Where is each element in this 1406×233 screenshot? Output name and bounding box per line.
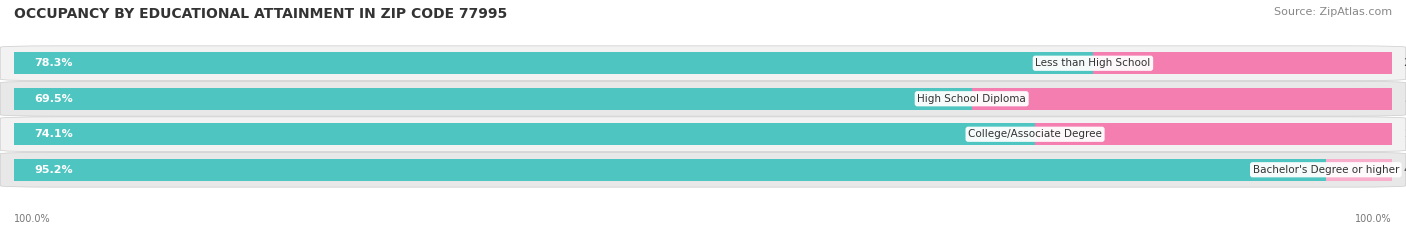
Bar	[14, 88, 972, 110]
Text: High School Diploma: High School Diploma	[917, 94, 1026, 104]
Bar	[14, 52, 1092, 74]
Bar	[972, 88, 1393, 110]
Text: 95.2%: 95.2%	[35, 165, 73, 175]
Bar	[14, 159, 1326, 181]
Text: 4.8%: 4.8%	[1403, 165, 1406, 175]
Text: 74.1%: 74.1%	[35, 129, 73, 139]
Text: College/Associate Degree: College/Associate Degree	[969, 129, 1102, 139]
Text: 26.0%: 26.0%	[1405, 129, 1406, 139]
Bar	[1035, 123, 1393, 145]
Bar	[1326, 159, 1392, 181]
Bar	[14, 123, 1035, 145]
FancyBboxPatch shape	[0, 117, 1406, 152]
FancyBboxPatch shape	[0, 46, 1406, 81]
Bar	[1092, 52, 1392, 74]
Text: 69.5%: 69.5%	[35, 94, 73, 104]
Text: Source: ZipAtlas.com: Source: ZipAtlas.com	[1274, 7, 1392, 17]
Text: 78.3%: 78.3%	[35, 58, 73, 68]
Text: 30.6%: 30.6%	[1405, 94, 1406, 104]
Bar	[972, 88, 1393, 110]
Bar	[14, 88, 972, 110]
FancyBboxPatch shape	[0, 152, 1406, 187]
Bar	[1326, 159, 1392, 181]
Bar	[14, 52, 1092, 74]
Text: Less than High School: Less than High School	[1035, 58, 1150, 68]
Bar	[1092, 52, 1392, 74]
Text: 100.0%: 100.0%	[1355, 214, 1392, 224]
Bar	[14, 159, 1326, 181]
Text: Bachelor's Degree or higher: Bachelor's Degree or higher	[1253, 165, 1399, 175]
FancyBboxPatch shape	[0, 81, 1406, 116]
Text: 100.0%: 100.0%	[14, 214, 51, 224]
Bar	[14, 123, 1035, 145]
Text: 21.7%: 21.7%	[1403, 58, 1406, 68]
Bar	[1035, 123, 1393, 145]
Text: OCCUPANCY BY EDUCATIONAL ATTAINMENT IN ZIP CODE 77995: OCCUPANCY BY EDUCATIONAL ATTAINMENT IN Z…	[14, 7, 508, 21]
